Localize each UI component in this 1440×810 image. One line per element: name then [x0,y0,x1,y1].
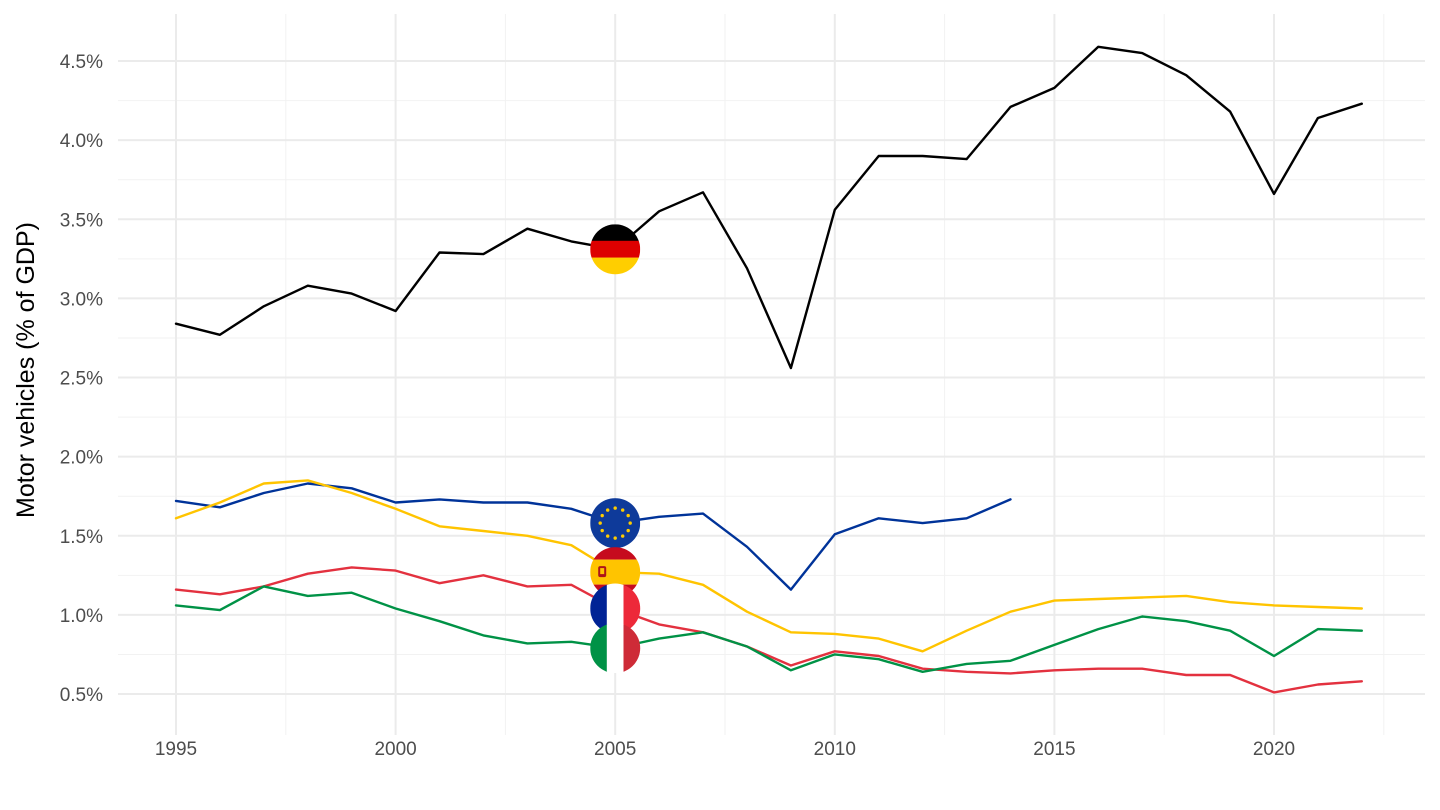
italy-flag [590,623,641,674]
y-tick-label: 1.0% [60,606,103,627]
x-axis-ticks: 1995 2000 2005 2010 2015 2020 [155,739,1295,760]
france-flag [590,583,641,634]
eu-flag [590,498,641,549]
x-tick-label: 2020 [1253,739,1295,760]
y-tick-label: 1.5% [60,527,103,548]
france-series-line [174,566,1364,694]
y-axis-ticks: 0.5% 1.0% 1.5% 2.0% 2.5% 3.0% 3.5% 4.0% 4.5% [60,52,103,706]
x-tick-label: 1995 [155,739,197,760]
germany-flag [590,224,641,275]
y-tick-label: 2.0% [60,448,103,469]
x-tick-label: 2010 [814,739,856,760]
grid [118,14,1425,735]
x-tick-label: 2005 [594,739,636,760]
y-axis-title: Motor vehicles (% of GDP) [12,222,40,518]
germany-series-line [174,45,1364,370]
spain-series-line [174,479,1364,653]
italy-series-line [174,585,1364,673]
x-tick-label: 2000 [374,739,416,760]
y-tick-label: 3.5% [60,210,103,231]
y-tick-label: 4.0% [60,131,103,152]
y-tick-label: 3.0% [60,289,103,310]
series-lines [174,45,1364,694]
y-tick-label: 2.5% [60,369,103,390]
y-tick-label: 0.5% [60,685,103,706]
x-tick-label: 2015 [1033,739,1075,760]
y-tick-label: 4.5% [60,52,103,73]
